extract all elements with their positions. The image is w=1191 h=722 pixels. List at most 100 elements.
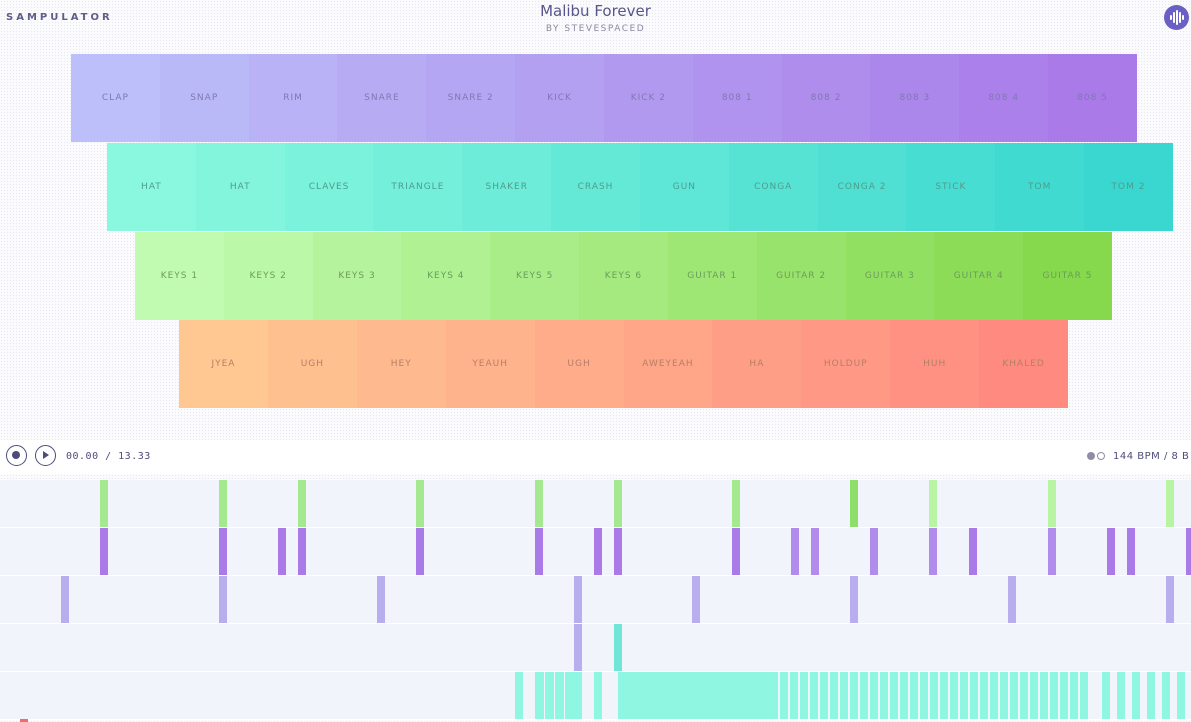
sequencer-hit[interactable] xyxy=(219,528,227,575)
page-indicator[interactable] xyxy=(1097,452,1105,460)
pad-vocals-4[interactable]: YEAUH xyxy=(445,320,535,408)
sequencer-hit[interactable] xyxy=(900,672,908,719)
pad-vocals-1[interactable]: JYEA xyxy=(179,320,268,408)
pad-percussion-8[interactable]: CONGA xyxy=(728,143,818,231)
pad-drums-4[interactable]: SNARE xyxy=(337,54,427,142)
sequencer-hit[interactable] xyxy=(1020,672,1028,719)
sequencer-hit[interactable] xyxy=(1030,672,1038,719)
sequencer-hit[interactable] xyxy=(1107,528,1115,575)
track-kick[interactable] xyxy=(0,528,1191,576)
pad-drums-11[interactable]: 808 4 xyxy=(959,54,1049,142)
sequencer-hit[interactable] xyxy=(810,672,818,719)
pad-percussion-4[interactable]: TRIANGLE xyxy=(373,143,463,231)
sequencer-hit[interactable] xyxy=(840,672,848,719)
pad-percussion-9[interactable]: CONGA 2 xyxy=(817,143,907,231)
sequencer-hit[interactable] xyxy=(890,672,898,719)
sequencer-hit[interactable] xyxy=(940,672,948,719)
sequencer-hit[interactable] xyxy=(820,672,828,719)
sequencer-hit[interactable] xyxy=(1000,672,1008,719)
sequencer-hit[interactable] xyxy=(535,480,543,527)
sequencer-hit[interactable] xyxy=(574,576,582,623)
sequencer-hit[interactable] xyxy=(870,528,878,575)
sequencer-hit[interactable] xyxy=(1008,576,1016,623)
sequencer-hit[interactable] xyxy=(930,672,938,719)
pad-percussion-10[interactable]: STICK xyxy=(906,143,996,231)
pad-melodic-2[interactable]: KEYS 2 xyxy=(223,232,313,320)
sequencer-hit[interactable] xyxy=(377,576,385,623)
pad-drums-7[interactable]: KICK 2 xyxy=(603,54,693,142)
sequencer-hit[interactable] xyxy=(920,672,928,719)
sequencer-hit[interactable] xyxy=(574,672,582,719)
sequencer-hit[interactable] xyxy=(1117,672,1125,719)
pad-melodic-8[interactable]: GUITAR 2 xyxy=(756,232,846,320)
sequencer-hit[interactable] xyxy=(732,528,740,575)
pad-vocals-9[interactable]: HUH xyxy=(890,320,980,408)
sequencer-hit[interactable] xyxy=(535,672,544,719)
pad-percussion-3[interactable]: CLAVES xyxy=(284,143,374,231)
pad-percussion-6[interactable]: CRASH xyxy=(551,143,640,231)
sequencer-hit[interactable] xyxy=(594,528,602,575)
sequencer-hit[interactable] xyxy=(1162,672,1170,719)
pad-drums-1[interactable]: CLAP xyxy=(71,54,160,142)
pad-melodic-10[interactable]: GUITAR 4 xyxy=(934,232,1024,320)
sequencer-hit[interactable] xyxy=(298,528,306,575)
sequencer-hit[interactable] xyxy=(850,480,858,527)
sequencer-hit[interactable] xyxy=(574,624,582,671)
pad-percussion-12[interactable]: TOM 2 xyxy=(1084,143,1173,231)
pad-percussion-2[interactable]: HAT xyxy=(195,143,285,231)
sequencer-hit[interactable] xyxy=(219,576,227,623)
sequencer-hit[interactable] xyxy=(1177,672,1185,719)
waveform-icon[interactable] xyxy=(1164,5,1189,30)
sequencer-hit[interactable] xyxy=(565,672,574,719)
sequencer-hit[interactable] xyxy=(1050,672,1058,719)
sequencer-hit[interactable] xyxy=(416,528,424,575)
pad-vocals-2[interactable]: UGH xyxy=(267,320,357,408)
sequencer-hit[interactable] xyxy=(219,480,227,527)
pad-drums-5[interactable]: SNARE 2 xyxy=(426,54,516,142)
pad-melodic-9[interactable]: GUITAR 3 xyxy=(845,232,935,320)
sequencer-hit[interactable] xyxy=(1048,480,1056,527)
pad-drums-10[interactable]: 808 3 xyxy=(870,54,960,142)
sequencer-hit[interactable] xyxy=(830,672,838,719)
sequencer-hit[interactable] xyxy=(990,672,998,719)
pad-percussion-1[interactable]: HAT xyxy=(107,143,196,231)
pad-drums-3[interactable]: RIM xyxy=(248,54,338,142)
pad-vocals-7[interactable]: HA xyxy=(712,320,802,408)
sequencer-hit[interactable] xyxy=(1147,672,1155,719)
sequencer-hit[interactable] xyxy=(1040,672,1048,719)
sequencer-hit[interactable] xyxy=(594,672,602,719)
sequencer-hit[interactable] xyxy=(791,528,799,575)
sequencer-hit[interactable] xyxy=(800,672,808,719)
track-guitar[interactable] xyxy=(0,480,1191,528)
pad-vocals-6[interactable]: AWEYEAH xyxy=(623,320,713,408)
pad-melodic-6[interactable]: KEYS 6 xyxy=(579,232,668,320)
sequencer-hit[interactable] xyxy=(732,480,740,527)
track-fx[interactable] xyxy=(0,624,1191,672)
pad-melodic-11[interactable]: GUITAR 5 xyxy=(1023,232,1112,320)
track-snare[interactable] xyxy=(0,576,1191,624)
sequencer-hit[interactable] xyxy=(100,528,108,575)
pad-melodic-1[interactable]: KEYS 1 xyxy=(135,232,224,320)
pad-vocals-8[interactable]: HOLDUP xyxy=(801,320,891,408)
sequencer-hit[interactable] xyxy=(969,528,977,575)
sequencer-hit[interactable] xyxy=(614,624,622,671)
pad-vocals-10[interactable]: KHALED xyxy=(979,320,1069,408)
sequencer-hit[interactable] xyxy=(555,672,564,719)
sequencer-hit[interactable] xyxy=(1186,528,1191,575)
sequencer-hit[interactable] xyxy=(61,576,69,623)
sequencer-hit[interactable] xyxy=(1166,480,1174,527)
sequencer-hit[interactable] xyxy=(910,672,918,719)
sequencer-hit[interactable] xyxy=(929,480,937,527)
pad-melodic-7[interactable]: GUITAR 1 xyxy=(667,232,757,320)
sequencer-hit[interactable] xyxy=(1060,672,1068,719)
sequencer-hit[interactable] xyxy=(960,672,968,719)
page-indicator-active[interactable] xyxy=(1087,452,1095,460)
sequencer-hit[interactable] xyxy=(100,480,108,527)
sequencer-hit[interactable] xyxy=(980,672,988,719)
sequencer-hit[interactable] xyxy=(1166,576,1174,623)
pad-drums-2[interactable]: SNAP xyxy=(159,54,249,142)
sequencer-hit[interactable] xyxy=(1080,672,1088,719)
pad-vocals-5[interactable]: UGH xyxy=(534,320,624,408)
sequencer-hit[interactable] xyxy=(929,528,937,575)
sequencer-hit[interactable] xyxy=(811,528,819,575)
